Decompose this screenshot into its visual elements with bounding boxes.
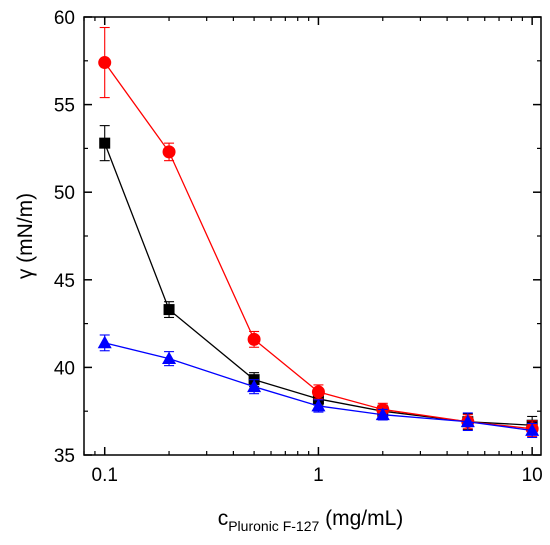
x-tick-label: 10 xyxy=(522,465,543,486)
series-layer xyxy=(97,26,540,439)
data-point-triangle xyxy=(311,398,326,412)
data-point-square xyxy=(99,137,111,149)
series-line-circle xyxy=(104,62,533,430)
series-line-square xyxy=(104,142,533,426)
y-axis-title: γ (mN/m) xyxy=(14,193,37,279)
x-axis-title-units: (mg/mL) xyxy=(319,507,403,530)
y-tick-label: 50 xyxy=(54,183,75,204)
data-point-triangle xyxy=(375,407,390,421)
data-point-circle xyxy=(162,145,176,159)
axis-tick-labels: 35 40 45 50 55 60 0.1 1 10 xyxy=(54,8,543,486)
x-tick-label: 0.1 xyxy=(92,465,118,486)
data-point-circle xyxy=(311,385,325,399)
y-tick-label: 55 xyxy=(54,96,75,117)
data-point-circle xyxy=(98,56,112,70)
data-point-triangle xyxy=(97,335,112,349)
series-triangle xyxy=(97,334,540,439)
data-point-triangle xyxy=(460,414,475,428)
x-axis-title-subscript: Pluronic F-127 xyxy=(228,518,319,534)
x-axis-title: cPluronic F-127 (mg/mL) xyxy=(218,507,404,534)
x-axis-title-base: c xyxy=(218,507,229,530)
y-tick-label: 40 xyxy=(54,358,75,379)
y-tick-label: 35 xyxy=(54,446,75,467)
x-tick-label: 1 xyxy=(313,465,324,486)
axis-ticks xyxy=(83,16,541,456)
data-point-circle xyxy=(247,332,261,346)
data-point-triangle xyxy=(162,351,177,365)
y-tick-label: 45 xyxy=(54,271,75,292)
data-point-square xyxy=(163,304,175,316)
y-tick-label: 60 xyxy=(54,8,75,29)
series-circle xyxy=(98,26,539,438)
data-point-triangle xyxy=(525,423,540,436)
data-point-triangle xyxy=(247,379,262,393)
